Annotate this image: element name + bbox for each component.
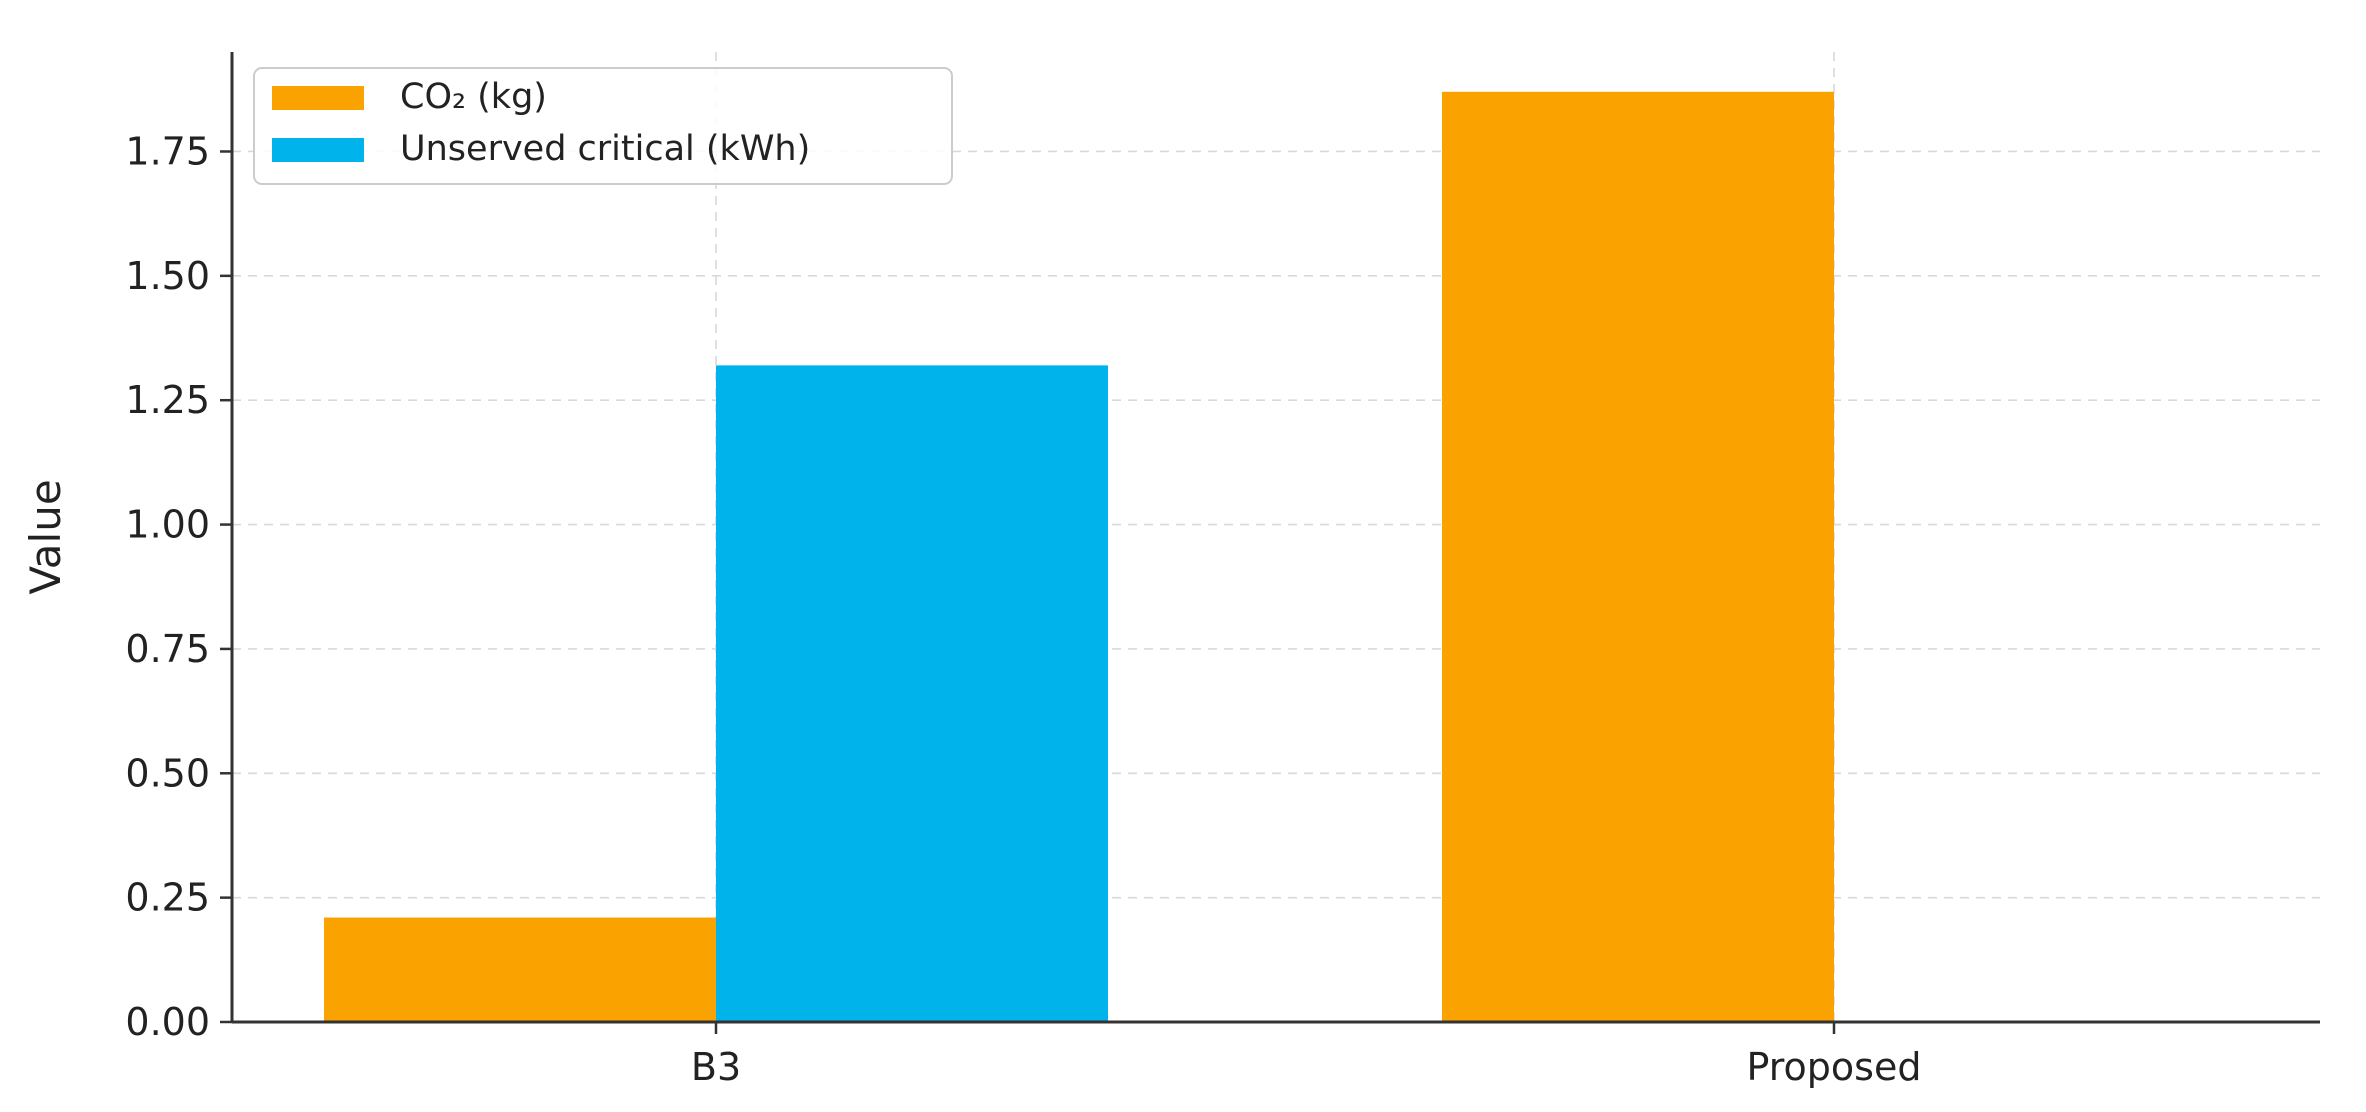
x-ticks: B3 Proposed [691,1022,1922,1089]
legend-label: Unserved critical (kWh) [400,129,810,169]
legend-swatch [272,86,364,110]
y-ticks: 0.00 0.25 0.50 0.75 1.00 1.25 1.50 1.75 [125,129,232,1044]
bars [324,91,1834,1023]
legend: CO₂ (kg) Unserved critical (kWh) [253,67,953,185]
y-tick-label: 0.50 [125,751,210,795]
y-tick-label: 0.25 [125,876,210,920]
x-tick-label: B3 [691,1045,741,1089]
legend-label: CO₂ (kg) [400,77,547,117]
y-tick-label: 1.50 [125,254,210,298]
y-tick-label: 1.75 [125,129,210,173]
y-tick-label: 1.00 [125,503,210,547]
y-tick-label: 0.75 [125,627,210,671]
x-tick-label: Proposed [1747,1045,1922,1089]
bar-proposed-series-1 [1442,91,1834,1023]
y-tick-label: 1.25 [125,378,210,422]
bar-b3-series-2 [716,365,1108,1022]
y-axis-label: Value [21,479,70,594]
grid [232,52,2320,1022]
y-tick-label: 0.00 [125,1000,210,1044]
axes [230,52,2320,1024]
legend-box [253,67,953,185]
bar-b3-series-1 [324,917,716,1022]
legend-swatch [272,138,364,162]
